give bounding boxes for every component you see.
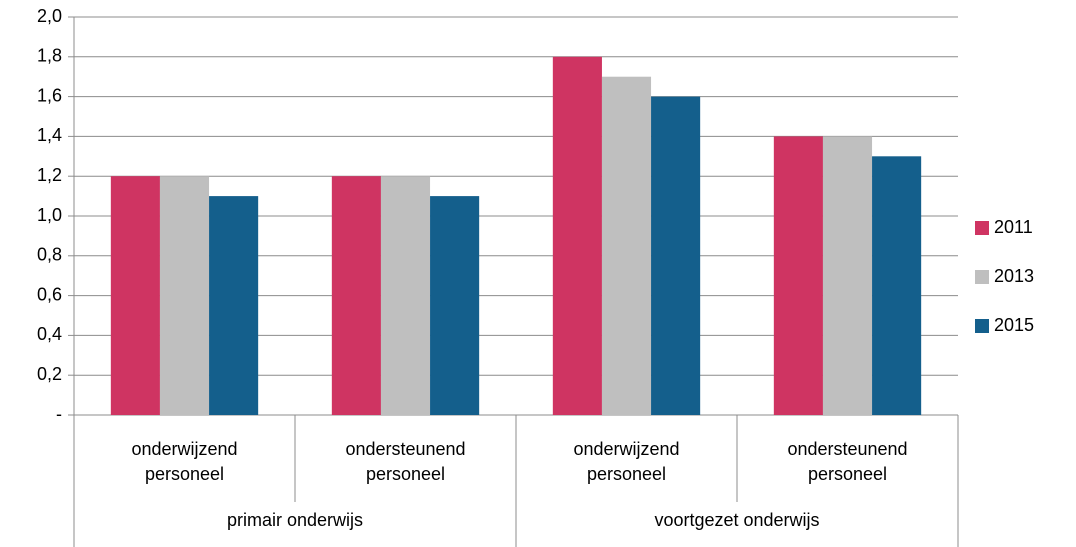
bar [872, 156, 922, 416]
group-label: voortgezet onderwijs [654, 510, 820, 530]
legend-label: 2011 [994, 217, 1033, 237]
bar [601, 76, 652, 415]
x-tick-label: ondersteunend personeel [345, 439, 466, 484]
legend-swatch [975, 270, 989, 284]
x-tick-label: onderwijzend personeel [573, 439, 680, 484]
y-tick-label: 0,2 [37, 364, 62, 384]
bar [773, 136, 823, 415]
y-tick-label: 1,6 [37, 85, 62, 105]
y-tick-label: 1,4 [37, 125, 62, 145]
y-tick-label: 0,6 [37, 284, 62, 304]
bar [331, 176, 381, 415]
legend-swatch [975, 319, 989, 333]
bar [822, 136, 873, 415]
group-label: primair onderwijs [226, 510, 364, 530]
legend-label: 2015 [994, 315, 1034, 335]
x-tick-label: onderwijzend personeel [131, 439, 238, 484]
bar [651, 96, 701, 415]
legend-swatch [975, 221, 989, 235]
bar [110, 176, 160, 415]
y-tick-label: 1,8 [37, 46, 62, 66]
legend-label: 2013 [994, 266, 1034, 286]
bar [430, 196, 480, 415]
y-tick-label: 2,0 [37, 6, 62, 26]
x-tick-label: ondersteunend personeel [787, 439, 908, 484]
bar [209, 196, 259, 415]
bar [159, 176, 210, 415]
y-tick-label: 0,4 [37, 324, 62, 344]
y-tick-label: 0,8 [37, 245, 62, 265]
bar [552, 56, 602, 416]
y-tick-label: 1,0 [37, 205, 62, 225]
bar [380, 176, 431, 415]
y-tick-label: - [56, 404, 62, 424]
y-tick-label: 1,2 [37, 165, 62, 185]
